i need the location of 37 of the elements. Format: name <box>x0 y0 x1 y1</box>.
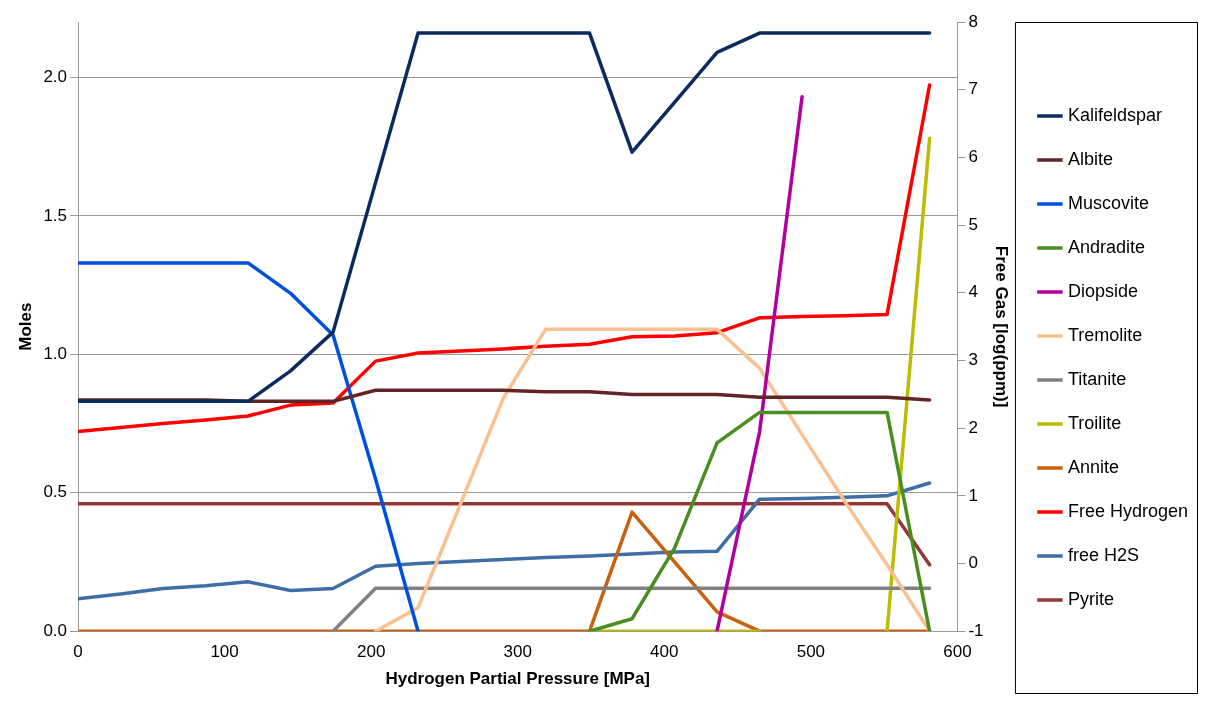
y-tick-label: 0.5 <box>43 482 68 502</box>
y-tick-label: 0.0 <box>43 620 68 640</box>
legend-label: free H2S <box>1067 544 1139 565</box>
legend-label: Andradite <box>1067 236 1145 257</box>
legend-label: Kalifeldspar <box>1067 104 1162 125</box>
legend-label: Tremolite <box>1067 324 1143 345</box>
y2-tick-label: 8 <box>968 11 978 31</box>
legend-label: Titanite <box>1067 368 1127 389</box>
x-tick-label: 300 <box>503 642 532 662</box>
x-tick-label: 600 <box>943 642 972 662</box>
y-tick-label: 2.0 <box>43 67 68 87</box>
y2-axis-title: Free Gas [log(ppm)] <box>992 245 1012 408</box>
x-tick-label: 0 <box>73 642 83 662</box>
y-tick-label: 1.5 <box>43 205 68 225</box>
legend-label: Muscovite <box>1067 192 1149 213</box>
x-tick-label: 200 <box>356 642 386 662</box>
legend-label: Annite <box>1067 456 1119 477</box>
x-axis-title: Hydrogen Partial Pressure [MPa] <box>385 669 650 689</box>
legend-label: Troilite <box>1067 412 1122 433</box>
legend-label: Diopside <box>1067 280 1138 301</box>
y2-tick-label: -1 <box>968 620 984 640</box>
y2-tick-label: 7 <box>968 79 978 99</box>
x-tick-label: 400 <box>650 642 679 662</box>
y2-tick-label: 1 <box>968 485 978 505</box>
y-axis-title: Moles <box>15 302 35 351</box>
legend-label: Albite <box>1067 148 1113 169</box>
y2-tick-label: 3 <box>968 350 978 370</box>
y2-tick-label: 6 <box>968 147 978 167</box>
legend-label: Free Hydrogen <box>1067 500 1188 521</box>
y2-tick-label: 0 <box>968 553 978 573</box>
x-tick-label: 100 <box>210 642 239 662</box>
y-tick-label: 1.0 <box>43 343 68 363</box>
legend-label: Pyrite <box>1067 588 1114 609</box>
x-tick-label: 500 <box>796 642 826 662</box>
y2-tick-label: 4 <box>968 282 978 302</box>
y2-tick-label: 5 <box>968 214 978 234</box>
y2-tick-label: 2 <box>968 417 978 437</box>
